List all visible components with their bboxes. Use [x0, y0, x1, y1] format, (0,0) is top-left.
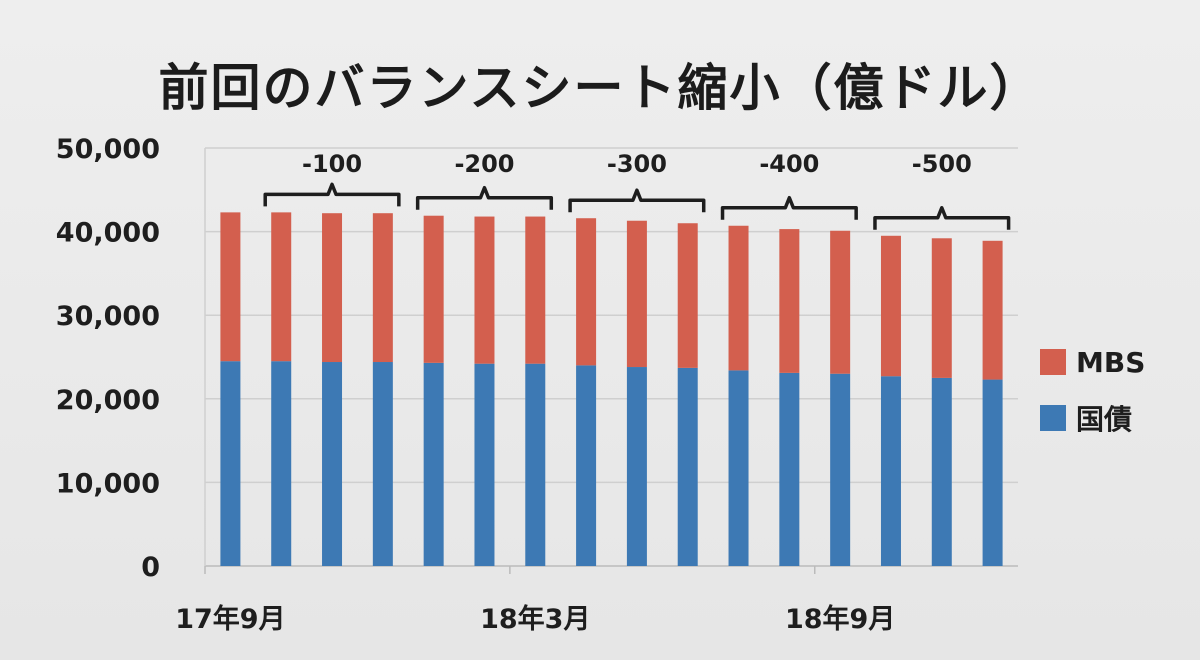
annotation-label: -300: [607, 150, 667, 178]
bar-mbs: [830, 230, 851, 374]
y-tick-label: 50,000: [56, 134, 160, 165]
x-tick-label: 18年3月: [480, 603, 590, 635]
bracket-annotation: [263, 182, 401, 207]
bar-treasury: [982, 379, 1003, 566]
bar-treasury: [423, 362, 444, 566]
bar-mbs: [220, 212, 241, 362]
annotation-label: -500: [912, 150, 972, 178]
bar-mbs: [982, 240, 1003, 380]
legend-swatch-mbs: [1040, 349, 1066, 375]
bar-mbs: [423, 215, 444, 363]
bar-treasury: [474, 363, 495, 566]
legend-label-mbs: MBS: [1076, 345, 1146, 379]
bracket-annotation: [873, 206, 1011, 230]
bar-treasury: [271, 361, 292, 566]
bar-treasury: [525, 363, 546, 566]
bar-treasury: [677, 367, 698, 566]
y-tick-label: 20,000: [56, 385, 160, 416]
bar-mbs: [677, 223, 698, 368]
bracket-annotation: [415, 185, 554, 210]
annotation-label: -400: [759, 150, 819, 178]
bar-treasury: [830, 373, 851, 566]
y-tick-label: 30,000: [56, 301, 160, 332]
bar-mbs: [626, 220, 647, 368]
bar-treasury: [728, 370, 749, 566]
bar-mbs: [576, 218, 597, 366]
bar-mbs: [322, 213, 343, 363]
bar-mbs: [372, 213, 393, 363]
bracket-annotation: [568, 188, 706, 213]
y-tick-label: 0: [141, 552, 160, 583]
bar-mbs: [880, 235, 901, 377]
y-tick-label: 40,000: [56, 218, 160, 249]
bar-mbs: [271, 212, 292, 362]
bar-treasury: [372, 362, 393, 566]
bar-treasury: [931, 377, 952, 566]
legend-label-treasury: 国債: [1076, 403, 1133, 436]
x-tick-label: 17年9月: [175, 603, 285, 635]
legend-item-mbs: MBS: [1040, 340, 1145, 384]
bar-treasury: [220, 361, 241, 566]
bar-treasury: [880, 376, 901, 566]
chart-title: 前回のバランスシート縮小（億ドル）: [158, 59, 1042, 117]
legend-swatch-treasury: [1040, 405, 1066, 431]
bar-treasury: [576, 365, 597, 566]
annotation-label: -200: [454, 150, 514, 178]
legend: MBS 国債: [1040, 340, 1145, 452]
bracket-annotation: [720, 195, 858, 220]
bar-mbs: [525, 216, 546, 364]
bar-mbs: [779, 229, 800, 373]
bar-mbs: [931, 238, 952, 378]
bar-mbs: [728, 225, 749, 371]
bar-mbs: [474, 216, 495, 364]
legend-item-treasury: 国債: [1040, 396, 1145, 440]
bar-treasury: [626, 367, 647, 566]
bar-treasury: [322, 362, 343, 566]
y-tick-label: 10,000: [56, 468, 160, 499]
annotation-label: -100: [302, 150, 362, 178]
x-tick-label: 18年9月: [785, 603, 895, 635]
bar-treasury: [779, 372, 800, 566]
